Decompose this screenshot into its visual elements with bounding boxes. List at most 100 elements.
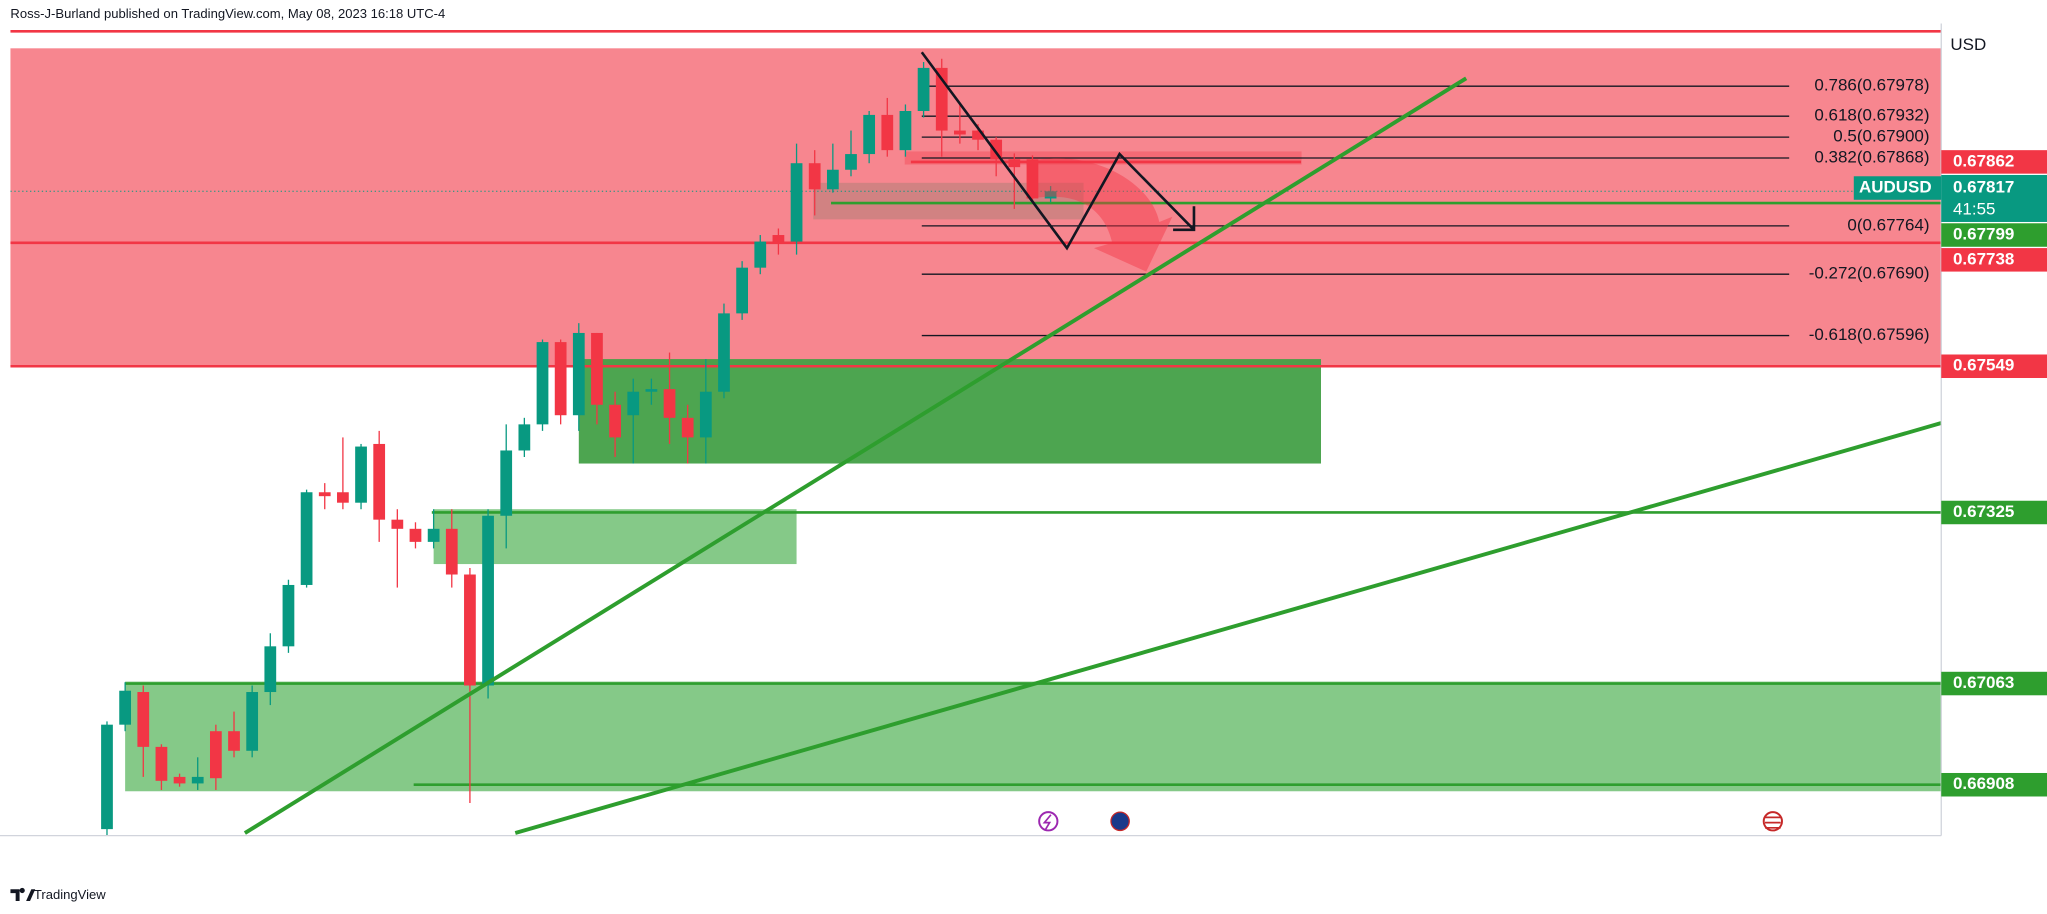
candle-body [427, 528, 440, 542]
candle-body [282, 584, 295, 647]
candle-body [137, 692, 150, 747]
candle-body [228, 731, 240, 751]
candle-body [264, 646, 277, 693]
candle-body [681, 417, 694, 438]
footer-logo: TradingView [10, 887, 106, 902]
price-tag [1941, 671, 2047, 696]
candle-body [409, 528, 422, 542]
fib-label: 0.618(0.67932) [1814, 106, 1929, 125]
candle-body [173, 776, 186, 784]
candle-body [663, 389, 676, 418]
candle-body [445, 528, 458, 575]
candle-body [699, 391, 712, 438]
annotations [1026, 158, 1783, 832]
candle-body [845, 154, 857, 170]
au-flag-icon [1110, 811, 1130, 832]
price-tag-label: 0.67063 [1953, 673, 2014, 692]
candle-body [464, 574, 476, 686]
last-price-tag [1941, 174, 2047, 222]
event-icon-glyph [1042, 814, 1052, 830]
candle-body [826, 169, 839, 190]
fib-label: -0.618(0.67596) [1809, 325, 1930, 344]
price-tag [1941, 354, 2047, 379]
red-arrow [1026, 158, 1173, 272]
zone [125, 681, 1942, 792]
candle-body [863, 114, 876, 155]
candle-body [754, 241, 767, 268]
candle-body [572, 332, 585, 416]
price-tag [1941, 248, 2047, 272]
candle-body [119, 690, 132, 725]
overlay [243, 51, 1942, 835]
candle-body [917, 67, 930, 111]
candle-body [736, 267, 748, 314]
candle-body [790, 163, 803, 242]
candle-body [536, 342, 549, 425]
price-tag-label: 0.67738 [1953, 249, 2014, 268]
chart-title: Ross-J-Burland published on TradingView.… [10, 6, 445, 21]
trendline [514, 421, 1942, 835]
candle-body [718, 313, 730, 392]
trendline [243, 76, 1468, 835]
symbol-label: AUDUSD [1859, 178, 1932, 197]
consolidation-box [813, 182, 1084, 220]
candle-body [972, 130, 984, 140]
candle-body [881, 114, 894, 151]
candle-body [990, 139, 1003, 160]
candle-body [609, 404, 621, 438]
symbol-tag [1853, 176, 1942, 200]
candle-body [191, 776, 204, 784]
fib-label: -0.272(0.67690) [1809, 264, 1930, 283]
candles [101, 58, 1057, 836]
countdown-label: 41:55 [1953, 200, 1995, 219]
currency-label: USD [1950, 35, 1986, 54]
candle-body [1008, 159, 1021, 168]
zone [10, 48, 1942, 367]
candle-body [373, 443, 386, 520]
fib-label: 0.786(0.67978) [1814, 76, 1929, 95]
candle-body [899, 110, 912, 151]
candle-body [1026, 159, 1039, 199]
projection-arrowhead [1173, 206, 1196, 232]
event-icon [1038, 811, 1059, 832]
candle-body [772, 235, 785, 242]
candle-body [627, 391, 640, 416]
candle-body [808, 163, 821, 190]
footer-text: TradingView [34, 887, 106, 902]
logo-mark [10, 887, 36, 901]
candle-body [500, 450, 513, 516]
candle-body [935, 67, 948, 131]
price-tag-label: 0.66908 [1953, 774, 2014, 793]
candle-body [355, 446, 367, 503]
candle-body [1044, 191, 1057, 199]
fib-label: 0.382(0.67868) [1814, 147, 1929, 166]
candle-body [246, 692, 259, 751]
zones [10, 48, 1942, 792]
candle-body [318, 492, 331, 497]
candle-body [645, 389, 658, 392]
projection-path [920, 51, 1195, 251]
candle-body [300, 492, 313, 585]
fib-label: 0(0.67764) [1847, 215, 1929, 234]
zone [433, 509, 797, 565]
candle-body [101, 724, 113, 830]
fib-label: 0.5(0.67900) [1833, 127, 1929, 146]
candle-body [337, 492, 349, 503]
candle-body [591, 332, 603, 405]
axes: 0.67862 AUDUSD 0.67817 41:55 0.67799 0.67738 0… [1853, 150, 2047, 797]
candle-body [391, 519, 404, 529]
price-tag [1941, 772, 2047, 797]
price-tag [1941, 150, 2047, 174]
candle-body [209, 731, 222, 779]
us-flag-stripes [1765, 816, 1781, 829]
price-tag [1941, 500, 2047, 525]
zone [578, 359, 1322, 464]
price-tag-label: 0.67862 [1953, 151, 2014, 170]
price-tag [1941, 223, 2047, 247]
candle-body [155, 746, 168, 781]
candle-body [954, 130, 966, 135]
last-price-label: 0.67817 [1953, 178, 2014, 197]
candle-body [554, 342, 567, 416]
price-tag-label: 0.67325 [1953, 502, 2014, 521]
